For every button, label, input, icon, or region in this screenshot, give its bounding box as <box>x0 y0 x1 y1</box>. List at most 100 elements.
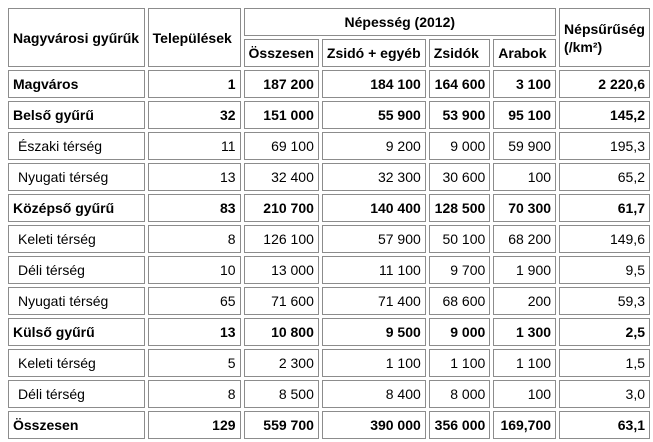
cell-arab: 3 100 <box>493 70 557 98</box>
cell-density: 145,2 <box>559 101 650 129</box>
cell-jewish: 30 600 <box>428 163 491 191</box>
cell-arab: 200 <box>493 287 557 315</box>
cell-density: 3,0 <box>559 380 650 408</box>
cell-settlements: 8 <box>147 225 241 253</box>
cell-density: 2,5 <box>559 318 650 346</box>
cell-total: 10 800 <box>243 318 319 346</box>
cell-name: Keleti térség <box>8 225 145 253</box>
table-row: Keleti térség 8 126 100 57 900 50 100 68 200 1… <box>8 225 650 253</box>
cell-jewish: 9 000 <box>428 318 491 346</box>
cell-name: Magváros <box>8 70 145 98</box>
cell-name: Középső gyűrű <box>8 194 145 222</box>
table-body: Magváros 1 187 200 184 100 164 600 3 100 2 220… <box>8 70 650 439</box>
population-table-container: Nagyvárosi gyűrűk Települések Népesség (… <box>5 5 653 442</box>
table-row: Magváros 1 187 200 184 100 164 600 3 100 2 220… <box>8 70 650 98</box>
cell-jewish: 50 100 <box>428 225 491 253</box>
cell-density: 149,6 <box>559 225 650 253</box>
header-density: Népsűrűség (/km²) <box>559 8 650 67</box>
cell-arab: 1 100 <box>493 349 557 377</box>
cell-jewish: 1 100 <box>428 349 491 377</box>
cell-jewish-other: 11 100 <box>321 256 426 284</box>
cell-density: 61,7 <box>559 194 650 222</box>
cell-arab: 68 200 <box>493 225 557 253</box>
cell-jewish-other: 9 200 <box>321 132 426 160</box>
cell-jewish-other: 8 400 <box>321 380 426 408</box>
cell-arab: 1 900 <box>493 256 557 284</box>
cell-settlements: 5 <box>147 349 241 377</box>
header-total: Összesen <box>243 39 319 67</box>
cell-density: 9,5 <box>559 256 650 284</box>
cell-total: 210 700 <box>243 194 319 222</box>
cell-jewish-other: 390 000 <box>321 411 426 439</box>
cell-jewish: 8 000 <box>428 380 491 408</box>
cell-settlements: 13 <box>147 163 241 191</box>
cell-settlements: 13 <box>147 318 241 346</box>
cell-jewish-other: 140 400 <box>321 194 426 222</box>
table-row: Északi térség 11 69 100 9 200 9 000 59 900 195… <box>8 132 650 160</box>
cell-jewish: 164 600 <box>428 70 491 98</box>
cell-settlements: 11 <box>147 132 241 160</box>
table-row: Déli térség 10 13 000 11 100 9 700 1 900 9,5 <box>8 256 650 284</box>
cell-total: 187 200 <box>243 70 319 98</box>
cell-name: Déli térség <box>8 256 145 284</box>
table-row: Nyugati térség 65 71 600 71 400 68 600 200 59,… <box>8 287 650 315</box>
cell-settlements: 83 <box>147 194 241 222</box>
header-settlements: Települések <box>147 8 241 67</box>
cell-density: 59,3 <box>559 287 650 315</box>
cell-total: 126 100 <box>243 225 319 253</box>
cell-settlements: 129 <box>147 411 241 439</box>
cell-arab: 59 900 <box>493 132 557 160</box>
cell-jewish: 9 700 <box>428 256 491 284</box>
cell-density: 1,5 <box>559 349 650 377</box>
cell-arab: 100 <box>493 380 557 408</box>
cell-jewish: 9 000 <box>428 132 491 160</box>
cell-name: Keleti térség <box>8 349 145 377</box>
cell-jewish: 128 500 <box>428 194 491 222</box>
table-row: Déli térség 8 8 500 8 400 8 000 100 3,0 <box>8 380 650 408</box>
header-population-group: Népesség (2012) <box>243 8 557 36</box>
table-row: Keleti térség 5 2 300 1 100 1 100 1 100 1,5 <box>8 349 650 377</box>
cell-jewish: 68 600 <box>428 287 491 315</box>
cell-density: 2 220,6 <box>559 70 650 98</box>
cell-total: 71 600 <box>243 287 319 315</box>
cell-jewish-other: 9 500 <box>321 318 426 346</box>
cell-settlements: 8 <box>147 380 241 408</box>
cell-name: Összesen <box>8 411 145 439</box>
cell-settlements: 32 <box>147 101 241 129</box>
cell-jewish-other: 71 400 <box>321 287 426 315</box>
cell-name: Nyugati térség <box>8 163 145 191</box>
cell-arab: 70 300 <box>493 194 557 222</box>
cell-name: Északi térség <box>8 132 145 160</box>
cell-arab: 95 100 <box>493 101 557 129</box>
table-row: Belső gyűrű 32 151 000 55 900 53 900 95 100 14… <box>8 101 650 129</box>
table-row: Középső gyűrű 83 210 700 140 400 128 500 70 3… <box>8 194 650 222</box>
cell-total: 559 700 <box>243 411 319 439</box>
table-row: Nyugati térség 13 32 400 32 300 30 600 100 65,… <box>8 163 650 191</box>
cell-jewish: 356 000 <box>428 411 491 439</box>
cell-jewish-other: 55 900 <box>321 101 426 129</box>
cell-density: 195,3 <box>559 132 650 160</box>
cell-total: 13 000 <box>243 256 319 284</box>
cell-jewish-other: 184 100 <box>321 70 426 98</box>
cell-density: 65,2 <box>559 163 650 191</box>
table-row: Összesen 129 559 700 390 000 356 000 169,700 6… <box>8 411 650 439</box>
header-density-line1: Népsűrűség <box>564 20 645 37</box>
cell-jewish-other: 1 100 <box>321 349 426 377</box>
cell-density: 63,1 <box>559 411 650 439</box>
cell-name: Nyugati térség <box>8 287 145 315</box>
cell-jewish: 53 900 <box>428 101 491 129</box>
cell-settlements: 1 <box>147 70 241 98</box>
table-header: Nagyvárosi gyűrűk Települések Népesség (… <box>8 8 650 67</box>
cell-total: 2 300 <box>243 349 319 377</box>
cell-settlements: 10 <box>147 256 241 284</box>
header-arab: Arabok <box>493 39 557 67</box>
cell-arab: 169,700 <box>493 411 557 439</box>
cell-settlements: 65 <box>147 287 241 315</box>
cell-jewish-other: 32 300 <box>321 163 426 191</box>
cell-total: 32 400 <box>243 163 319 191</box>
header-ring: Nagyvárosi gyűrűk <box>8 8 145 67</box>
cell-total: 69 100 <box>243 132 319 160</box>
table-row: Külső gyűrű 13 10 800 9 500 9 000 1 300 2,5 <box>8 318 650 346</box>
population-table: Nagyvárosi gyűrűk Települések Népesség (… <box>5 5 653 442</box>
header-jewish: Zsidók <box>428 39 491 67</box>
